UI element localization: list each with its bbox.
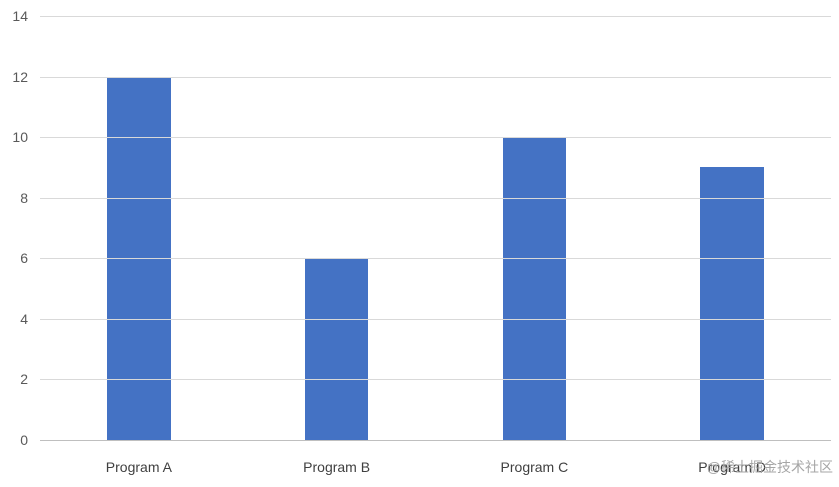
- bar-slot: [436, 16, 634, 440]
- y-tick-label: 0: [20, 432, 28, 448]
- gridline: [40, 16, 831, 17]
- y-tick-label: 14: [12, 8, 28, 24]
- gridline: [40, 137, 831, 139]
- gridline: [40, 197, 831, 199]
- gridline: [40, 440, 831, 441]
- x-axis-label: Program B: [303, 458, 371, 475]
- y-tick-label: 4: [20, 310, 28, 327]
- x-axis: Program A Program B Program C Program D: [40, 440, 831, 487]
- gridline: [40, 258, 831, 260]
- bar-slot: [633, 16, 831, 440]
- plot-area: [40, 16, 831, 441]
- bar-program-c: [502, 137, 566, 440]
- bar-slot: [40, 16, 238, 440]
- y-tick-label: 2: [20, 371, 28, 388]
- y-tick-label: 10: [12, 129, 28, 146]
- y-tick-label: 8: [20, 189, 28, 206]
- gridline: [40, 379, 831, 381]
- x-axis-label: Program A: [105, 458, 172, 475]
- y-axis: 0 2 4 6 8 10 12 14: [0, 9, 32, 447]
- y-tick-label: 6: [20, 250, 28, 267]
- x-axis-label: Program D: [698, 458, 766, 475]
- bar-slot: [238, 16, 436, 440]
- y-tick-label: 12: [12, 68, 28, 85]
- gridline: [40, 76, 831, 78]
- gridline: [40, 318, 831, 320]
- bar-program-b: [304, 258, 369, 440]
- bar-program-d: [700, 167, 764, 440]
- bars-group: [40, 16, 831, 440]
- x-axis-label: Program C: [500, 458, 569, 475]
